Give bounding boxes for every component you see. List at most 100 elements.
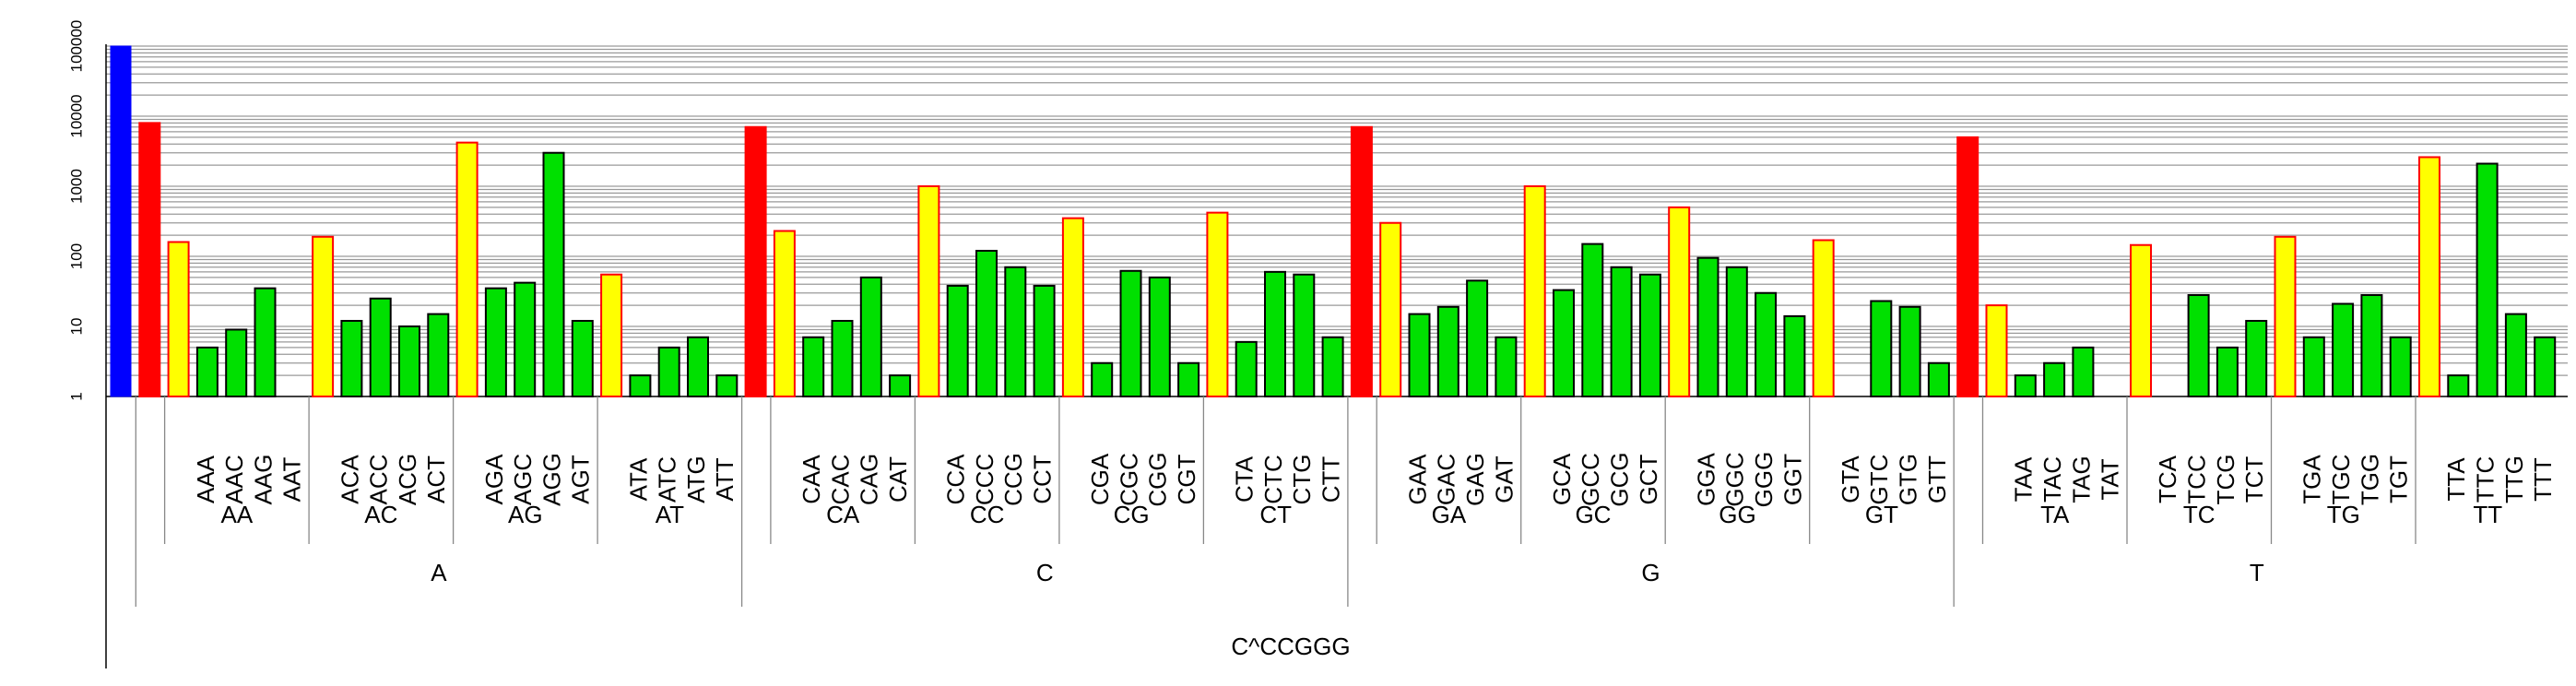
category-label: CAA: [798, 455, 825, 504]
category-label: TTC: [2471, 456, 2499, 503]
group-label-level2: TA: [2040, 501, 2070, 528]
category-label: CGC: [1115, 453, 1142, 506]
bar-level2: [917, 185, 940, 397]
group-label-level2: AG: [508, 501, 543, 528]
y-tick-label: 1: [67, 392, 85, 400]
bar-level3: [1553, 289, 1575, 397]
category-label: GGT: [1778, 454, 1806, 505]
group-label-level1: C: [1036, 559, 1054, 586]
category-label: GTT: [1923, 455, 1951, 503]
category-label: TCC: [2182, 455, 2210, 503]
category-label: TCA: [2154, 455, 2181, 503]
bar-level2: [600, 273, 623, 397]
group-label-level2: GG: [1719, 501, 1755, 528]
group-label-level2: AA: [221, 501, 254, 528]
category-label: TTA: [2442, 457, 2470, 502]
bar-level3: [1783, 314, 1806, 397]
category-label: AAG: [249, 455, 277, 505]
bar-level3: [629, 374, 652, 398]
bar-level3: [484, 287, 507, 397]
group-label-level2: CT: [1259, 501, 1292, 528]
bar-level3: [369, 297, 392, 397]
bar-level3: [2302, 336, 2325, 397]
bar-level2: [2418, 156, 2440, 397]
bar-level2: [2274, 235, 2297, 397]
bar-level3: [195, 346, 219, 397]
category-label: TCT: [2240, 456, 2268, 503]
bar-level3: [1091, 361, 1114, 397]
bar-level3: [2216, 346, 2239, 397]
bar-level3: [975, 249, 998, 398]
category-label: CGG: [1144, 452, 1172, 506]
bar-level3: [2534, 336, 2557, 397]
category-label: CGT: [1173, 454, 1200, 504]
bar-level2: [1812, 239, 1835, 397]
category-label: TGC: [2327, 455, 2355, 505]
bar-level2: [312, 235, 335, 397]
category-label: CCT: [1028, 455, 1056, 504]
bar-level2: [455, 141, 479, 397]
bar-level2: [1379, 221, 1402, 397]
bar-level3: [1696, 256, 1719, 397]
bar-level3: [2360, 294, 2383, 397]
category-label: CTG: [1288, 455, 1316, 505]
category-label: ATC: [654, 456, 681, 503]
category-label: AGT: [567, 455, 595, 504]
bar-level3: [2476, 162, 2499, 397]
bar-level3: [2332, 302, 2355, 397]
group-label-level2: GC: [1575, 501, 1611, 528]
bars: [110, 45, 2557, 398]
bar-level3: [1119, 269, 1142, 397]
bar-level3: [2014, 374, 2037, 398]
category-label: GCT: [1635, 454, 1662, 504]
category-label: CTA: [1231, 455, 1258, 503]
bar-level2: [1206, 211, 1229, 397]
category-label: GTG: [1894, 454, 1921, 505]
bar-level3: [2043, 361, 2066, 397]
group-label-level2: CA: [826, 501, 860, 528]
bar-level3: [2187, 294, 2210, 397]
category-label: ACC: [365, 455, 393, 505]
category-label: TAT: [2097, 458, 2124, 500]
bar-level3: [715, 374, 739, 398]
category-label: TGA: [2298, 455, 2326, 504]
bar-level3: [831, 319, 854, 398]
category-label: AGG: [538, 453, 565, 506]
bar-level3: [1870, 300, 1893, 398]
bar-level3: [1177, 361, 1200, 397]
category-label: GAC: [1433, 454, 1460, 505]
root-label: C^CCGGG: [1231, 633, 1350, 660]
category-label: TAA: [2010, 456, 2038, 502]
category-label: TTT: [2529, 457, 2557, 502]
bar-level3: [542, 151, 565, 398]
category-label: GAA: [1403, 454, 1431, 505]
bar-level2: [2130, 243, 2152, 397]
bar-level1: [1956, 136, 1979, 398]
bar-level3: [1581, 242, 1604, 397]
bar-level3: [1755, 291, 1778, 397]
y-tick-label: 100000: [67, 20, 85, 73]
y-tick-label: 100: [67, 243, 85, 269]
category-label: AAC: [220, 455, 248, 503]
category-label: TGT: [2385, 455, 2413, 503]
group-label-level2: GT: [1865, 501, 1898, 528]
category-label: AGA: [480, 454, 508, 505]
category-label: GGC: [1721, 452, 1749, 506]
bar-level3: [225, 328, 248, 397]
category-label: CTT: [1317, 456, 1344, 503]
group-label-level2: TG: [2327, 501, 2360, 528]
category-label: TGG: [2356, 454, 2383, 505]
bar-level3: [889, 374, 912, 398]
category-label: CCA: [942, 454, 970, 505]
group-label-level2: GA: [1432, 501, 1467, 528]
category-label: GCA: [1548, 453, 1576, 505]
bar-level3: [1638, 273, 1661, 397]
group-label-level2: CC: [970, 501, 1005, 528]
bar-level2: [167, 241, 190, 397]
group-label-level2: TT: [2473, 501, 2502, 528]
group-label-level1: G: [1641, 559, 1660, 586]
category-label: TAG: [2067, 455, 2095, 503]
